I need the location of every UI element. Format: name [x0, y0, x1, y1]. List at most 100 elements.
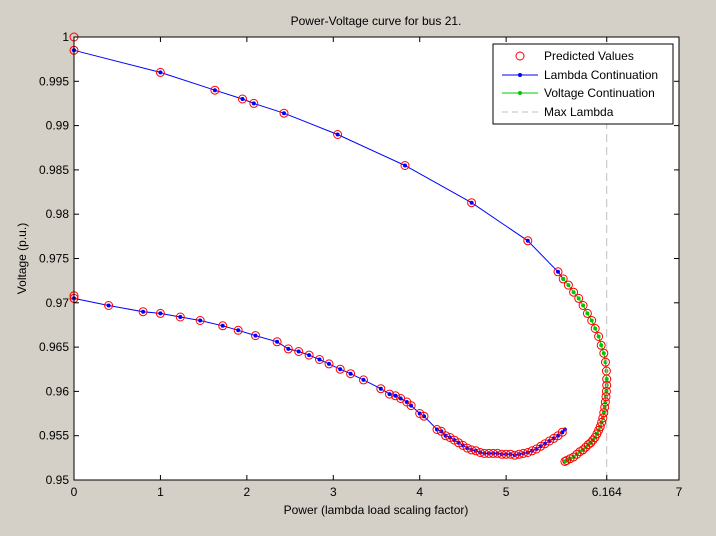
predicted-value-marker [597, 417, 607, 427]
predicted-value-marker [294, 347, 304, 356]
predicted-value-marker [578, 301, 588, 310]
voltage-continuation-point [576, 296, 581, 301]
x-tick-label: 1 [157, 485, 164, 499]
lambda-continuation-point [198, 318, 203, 323]
voltage-continuation-point [581, 303, 586, 308]
x-tick-label: 5 [503, 485, 510, 499]
predicted-value-marker [601, 392, 611, 402]
predicted-value-marker [449, 435, 459, 445]
voltage-continuation-point [571, 290, 576, 295]
predicted-value-marker [376, 384, 386, 394]
predicted-value-marker [531, 444, 541, 454]
lambda-continuation-point [387, 392, 392, 397]
predicted-value-marker [596, 340, 606, 350]
voltage-continuation-point [599, 343, 604, 348]
y-tick-label: 0.97 [46, 296, 70, 310]
lambda-continuation-point [275, 339, 280, 344]
predicted-value-marker [574, 293, 584, 303]
y-tick-label: 1 [62, 30, 69, 44]
y-tick-label: 0.995 [39, 74, 69, 88]
legend-swatch-predicted [515, 51, 525, 61]
predicted-value-marker [518, 448, 528, 458]
voltage-continuation-point [561, 276, 566, 281]
axis-ticks-layer: 0 1 2 3 4 5 6.164 7 0.95 0.955 0.96 0.965 0.97 0.975 0… [39, 30, 683, 499]
lambda-continuation-point [348, 371, 353, 376]
y-tick-label: 0.98 [46, 207, 70, 221]
predicted-value-marker [195, 316, 205, 325]
legend-label-voltage: Voltage Continuation [544, 86, 655, 100]
predicted-value-marker [333, 130, 343, 139]
lambda-continuation-point [158, 70, 163, 75]
predicted-value-marker [175, 312, 185, 322]
x-tick-label: 3 [330, 485, 337, 499]
predicted-value-marker [599, 408, 609, 418]
lambda-continuation-line-0 [73, 49, 564, 280]
y-tick-label: 0.99 [46, 119, 70, 133]
x-tick-label: 0 [71, 485, 78, 499]
predicted-value-marker [583, 440, 593, 450]
y-tick-label: 0.965 [39, 340, 69, 354]
voltage-continuation-point [585, 311, 590, 316]
lambda-continuation-point [178, 315, 183, 319]
predicted-value-marker [396, 394, 406, 403]
predicted-value-marker [359, 375, 368, 385]
lambda-continuation-point [286, 346, 291, 351]
predicted-value-marker [527, 446, 537, 456]
predicted-value-marker [484, 448, 494, 458]
predicted-value-marker [467, 445, 477, 455]
predicted-value-marker [523, 236, 533, 246]
legend-label-maxlambda: Max Lambda [544, 105, 614, 119]
lambda-continuation-point [220, 323, 225, 328]
predicted-value-marker [155, 308, 165, 318]
predicted-value-marker [600, 397, 610, 407]
predicted-value-marker [238, 94, 247, 104]
y-tick-label: 0.975 [39, 252, 69, 266]
predicted-value-marker [493, 448, 502, 458]
predicted-value-marker [249, 98, 259, 108]
legend-label-predicted: Predicted Values [544, 49, 634, 63]
predicted-value-marker [562, 456, 572, 465]
y-tick-label: 0.96 [46, 384, 70, 398]
lambda-continuation-point [236, 328, 241, 333]
predicted-value-marker [514, 449, 524, 459]
predicted-value-marker [251, 331, 260, 341]
predicted-value-marker [210, 85, 220, 95]
predicted-value-marker [385, 389, 394, 399]
x-tick-label: 6.164 [592, 485, 622, 499]
lambda-continuation-point [317, 357, 322, 362]
lambda-continuation-point [338, 367, 343, 372]
predicted-value-marker [599, 348, 609, 358]
predicted-value-marker [346, 369, 356, 379]
voltage-continuation-point [589, 318, 594, 323]
x-tick-label: 2 [244, 485, 251, 499]
predicted-value-marker [590, 324, 600, 333]
predicted-value-marker [601, 386, 611, 396]
predicted-markers-layer [69, 32, 612, 466]
lambda-continuation-point [361, 377, 366, 382]
y-tick-label: 0.95 [46, 473, 70, 487]
predicted-value-marker [471, 446, 481, 456]
lambda-continuation-point [393, 393, 398, 398]
predicted-value-marker [586, 438, 596, 448]
y-tick-label: 0.955 [39, 429, 69, 443]
voltage-continuation-point [566, 283, 571, 288]
predicted-value-marker [415, 409, 425, 418]
predicted-value-marker [283, 344, 293, 354]
y-axis-label: Voltage (p.u.) [15, 223, 29, 294]
predicted-value-marker [600, 402, 610, 412]
lambda-continuation-point [296, 349, 301, 354]
lambda-continuation-point [251, 101, 256, 106]
predicted-value-marker [488, 448, 498, 458]
legend: Predicted Values Lambda Continuation Vol… [492, 43, 674, 125]
predicted-value-marker [138, 307, 148, 317]
lambda-continuation-point [525, 238, 530, 243]
predicted-value-marker [569, 287, 579, 297]
voltage-continuation-point [596, 334, 601, 339]
predicted-value-marker [335, 364, 345, 374]
predicted-value-marker [497, 449, 507, 459]
predicted-value-marker [218, 321, 228, 331]
predicted-value-marker [601, 357, 610, 367]
lambda-continuation-point [307, 353, 312, 358]
lambda-continuation-point [240, 97, 245, 101]
